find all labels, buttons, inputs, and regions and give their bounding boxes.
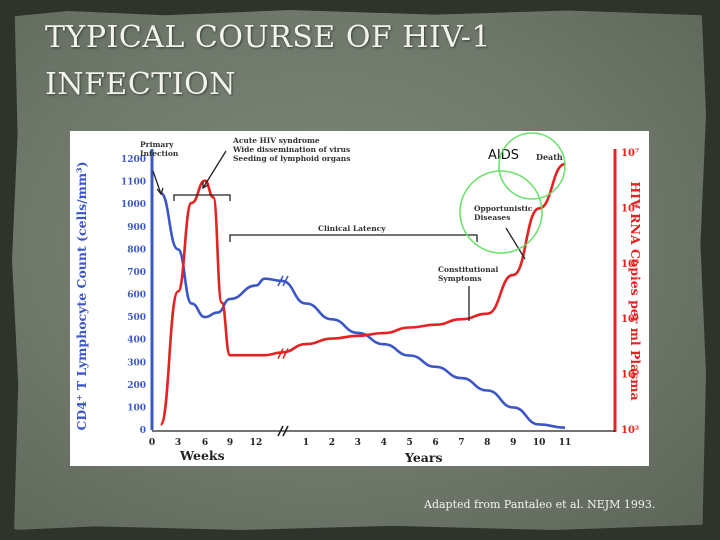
left-tick-label-1200: 1200 (121, 155, 146, 165)
source-caption: Adapted from Pantaleo et al. NEJM 1993. (424, 498, 656, 511)
annotation-primary-infection-line-2: Infection (140, 149, 179, 158)
weeks-axis-label: Weeks (179, 448, 225, 463)
years-tick-label-5: 5 (406, 438, 412, 448)
slide-title-line-2: INFECTION (45, 67, 236, 102)
hiv-course-chart: 0 100 200 300 400 500 600 700 800 900 1000 1100 1200… (70, 131, 649, 466)
right-tick-label-4: 10⁶ (621, 203, 640, 214)
annotation-primary-infection-line-1: Primary (140, 140, 174, 149)
left-tick-label-1000: 1000 (121, 200, 146, 210)
left-tick-label-800: 800 (127, 245, 146, 255)
left-tick-label-1100: 1100 (121, 178, 146, 188)
annotation-acute-syndrome-line-3: Seeding of lymphoid organs (233, 154, 350, 163)
years-axis-label: Years (404, 450, 443, 465)
left-tick-label-100: 100 (127, 403, 146, 413)
right-tick-label-5: 10⁷ (621, 148, 639, 159)
series-cd4-break-b (282, 275, 289, 287)
left-tick-label-200: 200 (127, 381, 146, 391)
weeks-tick-label-9: 9 (227, 438, 233, 448)
weeks-tick-label-6: 6 (202, 438, 208, 448)
annotation-aids: AIDS (488, 148, 519, 163)
right-tick-label-1: 10³ (621, 370, 639, 381)
years-tick-label-9: 9 (510, 438, 516, 448)
arrow-acute-syndrome (202, 150, 227, 189)
weeks-tick-label-12: 12 (250, 438, 263, 448)
annotation-opportunistic-diseases-line-2: Diseases (474, 213, 510, 222)
left-tick-label-300: 300 (127, 358, 146, 368)
annotation-death: Death (536, 152, 563, 162)
arrow-primary-infection (152, 170, 162, 195)
highlight-circle-aids (498, 132, 566, 200)
right-tick-label-0: 10² (621, 425, 639, 436)
arrow-opportunistic-diseases (505, 227, 526, 260)
chart-svg: 0100200300400500600700800900100011001200… (74, 132, 643, 465)
years-tick-label-7: 7 (458, 438, 464, 448)
left-tick-label-700: 700 (127, 268, 146, 278)
annotation-acute-syndrome-line-1: Acute HIV syndrome (232, 136, 320, 145)
annotation-clinical-latency: Clinical Latency (318, 224, 386, 233)
years-tick-label-6: 6 (432, 438, 438, 448)
left-tick-label-0: 0 (140, 426, 146, 436)
left-tick-label-500: 500 (127, 313, 146, 323)
annotation-constitutional-symptoms-line-1: Constitutional (438, 265, 499, 274)
left-tick-label-600: 600 (127, 291, 146, 301)
bracket-clinical-latency (229, 234, 478, 242)
arrowhead-primary-infection (156, 187, 164, 196)
years-tick-label-4: 4 (381, 438, 387, 448)
series-rna-break-b (282, 348, 289, 359)
bracket-acute-phase (173, 194, 231, 201)
years-tick-label-3: 3 (355, 438, 361, 448)
years-tick-label-2: 2 (329, 438, 335, 448)
weeks-tick-label-3: 3 (175, 438, 181, 448)
series-cd4-break-a (277, 275, 284, 287)
years-tick-label-11: 11 (559, 438, 572, 448)
right-tick-label-3: 10⁵ (621, 259, 639, 270)
left-axis-label: CD4⁺ T Lymphocyte Count (cells/mm³) (74, 161, 89, 430)
annotation-constitutional-symptoms-line-2: Symptoms (438, 274, 482, 283)
slide-title: TYPICAL COURSE OF HIV-1 INFECTION (45, 14, 665, 108)
left-tick-label-400: 400 (127, 336, 146, 346)
x-axis-break-a (277, 425, 284, 437)
slide-title-line-1: TYPICAL COURSE OF HIV-1 (45, 20, 491, 55)
right-tick-label-2: 10⁴ (621, 314, 640, 325)
x-axis-break-b (282, 425, 289, 437)
arrowhead-acute-syndrome (202, 182, 209, 190)
years-tick-label-8: 8 (484, 438, 490, 448)
years-tick-label-10: 10 (533, 438, 546, 448)
annotation-acute-syndrome-line-2: Wide dissemination of virus (232, 145, 350, 154)
weeks-tick-label-0: 0 (149, 438, 155, 448)
series-rna-break-a (277, 348, 284, 359)
left-tick-label-900: 900 (127, 223, 146, 233)
annotation-opportunistic-diseases-line-1: Opportunistic (474, 204, 533, 213)
highlight-circle-opportunistic (459, 170, 543, 254)
years-tick-label-1: 1 (303, 438, 309, 448)
right-axis-label: HIV RNA Copies per ml Plasma (628, 181, 643, 400)
